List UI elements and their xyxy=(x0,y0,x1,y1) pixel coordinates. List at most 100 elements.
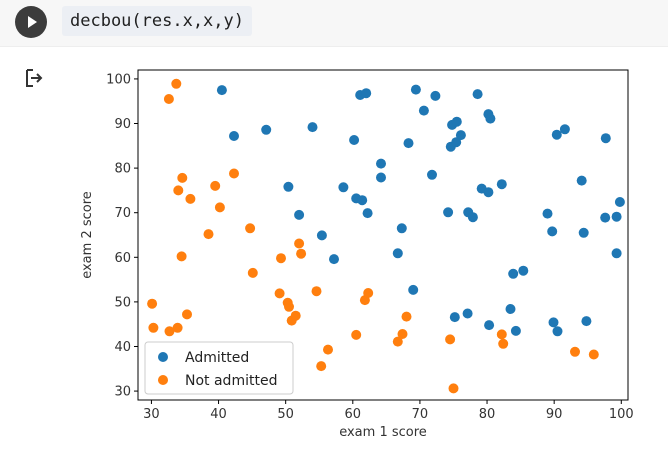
point-not-admitted xyxy=(229,168,239,179)
point-admitted xyxy=(338,182,349,193)
point-not-admitted xyxy=(294,238,305,249)
point-not-admitted xyxy=(445,334,456,345)
point-admitted xyxy=(283,181,294,192)
point-admitted xyxy=(430,90,441,101)
point-admitted xyxy=(449,312,460,323)
point-admitted xyxy=(307,122,318,133)
point-admitted xyxy=(559,124,570,135)
legend-marker-not-admitted xyxy=(158,375,168,385)
point-admitted xyxy=(518,265,529,276)
x-tick-label: 40 xyxy=(210,407,227,422)
point-admitted xyxy=(451,116,462,127)
point-not-admitted xyxy=(176,251,187,262)
point-not-admitted xyxy=(588,349,599,360)
point-not-admitted xyxy=(498,338,509,349)
point-not-admitted xyxy=(311,286,322,297)
point-admitted xyxy=(551,129,562,140)
point-admitted xyxy=(611,211,622,222)
point-admitted xyxy=(361,88,372,99)
point-admitted xyxy=(542,208,553,219)
y-axis-ticks: 30 40 50 60 70 80 90 100 xyxy=(106,72,138,400)
point-admitted xyxy=(548,317,559,328)
point-not-admitted xyxy=(392,336,403,347)
point-admitted xyxy=(552,326,563,337)
point-admitted xyxy=(408,284,419,295)
x-axis-label: exam 1 score xyxy=(339,425,427,440)
output-redirect-icon[interactable] xyxy=(22,66,46,90)
point-admitted xyxy=(357,195,368,206)
play-icon xyxy=(28,16,37,28)
x-tick-label: 100 xyxy=(609,407,634,422)
point-admitted xyxy=(508,268,519,279)
y-axis-label: exam 2 score xyxy=(80,191,95,279)
point-not-admitted xyxy=(351,329,362,340)
point-not-admitted xyxy=(147,298,158,309)
y-tick-label: 90 xyxy=(114,117,131,132)
point-admitted xyxy=(410,84,421,95)
point-not-admitted xyxy=(172,322,183,333)
point-admitted xyxy=(229,131,239,141)
point-not-admitted xyxy=(185,193,196,204)
point-admitted xyxy=(376,172,386,183)
point-not-admitted xyxy=(323,344,333,355)
point-admitted xyxy=(443,207,454,218)
point-admitted xyxy=(261,124,272,135)
point-not-admitted xyxy=(397,329,408,339)
point-admitted xyxy=(316,230,327,241)
point-admitted xyxy=(547,226,558,237)
y-tick-label: 100 xyxy=(106,72,131,87)
x-axis-ticks: 30 40 50 60 70 80 90 100 xyxy=(143,400,634,422)
y-tick-label: 40 xyxy=(114,340,131,355)
point-not-admitted xyxy=(177,172,188,183)
point-not-admitted xyxy=(296,248,307,259)
point-not-admitted xyxy=(182,309,192,320)
point-admitted xyxy=(362,208,373,219)
y-tick-label: 60 xyxy=(114,251,131,266)
point-admitted xyxy=(600,212,611,223)
point-not-admitted xyxy=(164,326,175,337)
x-tick-label: 60 xyxy=(345,407,362,422)
point-admitted xyxy=(600,133,611,144)
point-admitted xyxy=(392,248,403,259)
point-not-admitted xyxy=(210,180,221,191)
x-tick-label: 70 xyxy=(412,407,429,422)
point-not-admitted xyxy=(284,301,294,312)
x-tick-label: 30 xyxy=(143,407,160,422)
plot-legend: Admitted Not admitted xyxy=(144,341,294,395)
point-admitted xyxy=(576,175,587,186)
point-not-admitted xyxy=(401,311,412,322)
point-admitted xyxy=(611,248,622,259)
legend-box xyxy=(144,341,294,395)
point-admitted xyxy=(376,158,386,169)
point-admitted xyxy=(451,137,462,148)
code-input-row: decbou(res.x,x,y) xyxy=(0,0,668,47)
point-admitted xyxy=(483,187,494,198)
point-not-admitted xyxy=(290,310,301,321)
point-not-admitted xyxy=(203,229,214,240)
point-not-admitted xyxy=(316,361,327,372)
point-not-admitted xyxy=(214,202,225,213)
y-tick-label: 70 xyxy=(114,206,131,221)
point-admitted xyxy=(510,325,521,336)
x-tick-label: 50 xyxy=(277,407,294,422)
scatter-plot: 30 40 50 60 70 80 90 100 30 40 50 60 70 80 90 100 exam… xyxy=(80,69,634,440)
point-admitted xyxy=(581,316,592,327)
point-not-admitted xyxy=(274,288,285,299)
point-admitted xyxy=(485,113,496,124)
y-tick-label: 50 xyxy=(114,295,131,310)
scatter-points xyxy=(147,78,625,394)
point-not-admitted xyxy=(276,253,286,264)
point-admitted xyxy=(467,212,478,223)
run-cell-button[interactable] xyxy=(15,6,47,38)
point-admitted xyxy=(396,223,407,234)
point-admitted xyxy=(578,227,589,238)
point-admitted xyxy=(462,308,473,319)
point-admitted xyxy=(472,89,483,100)
point-not-admitted xyxy=(245,223,256,234)
point-not-admitted xyxy=(247,267,258,278)
point-not-admitted xyxy=(173,185,184,196)
point-admitted xyxy=(427,169,437,180)
legend-marker-admitted xyxy=(158,352,168,362)
code-editor[interactable]: decbou(res.x,x,y) xyxy=(62,6,252,36)
